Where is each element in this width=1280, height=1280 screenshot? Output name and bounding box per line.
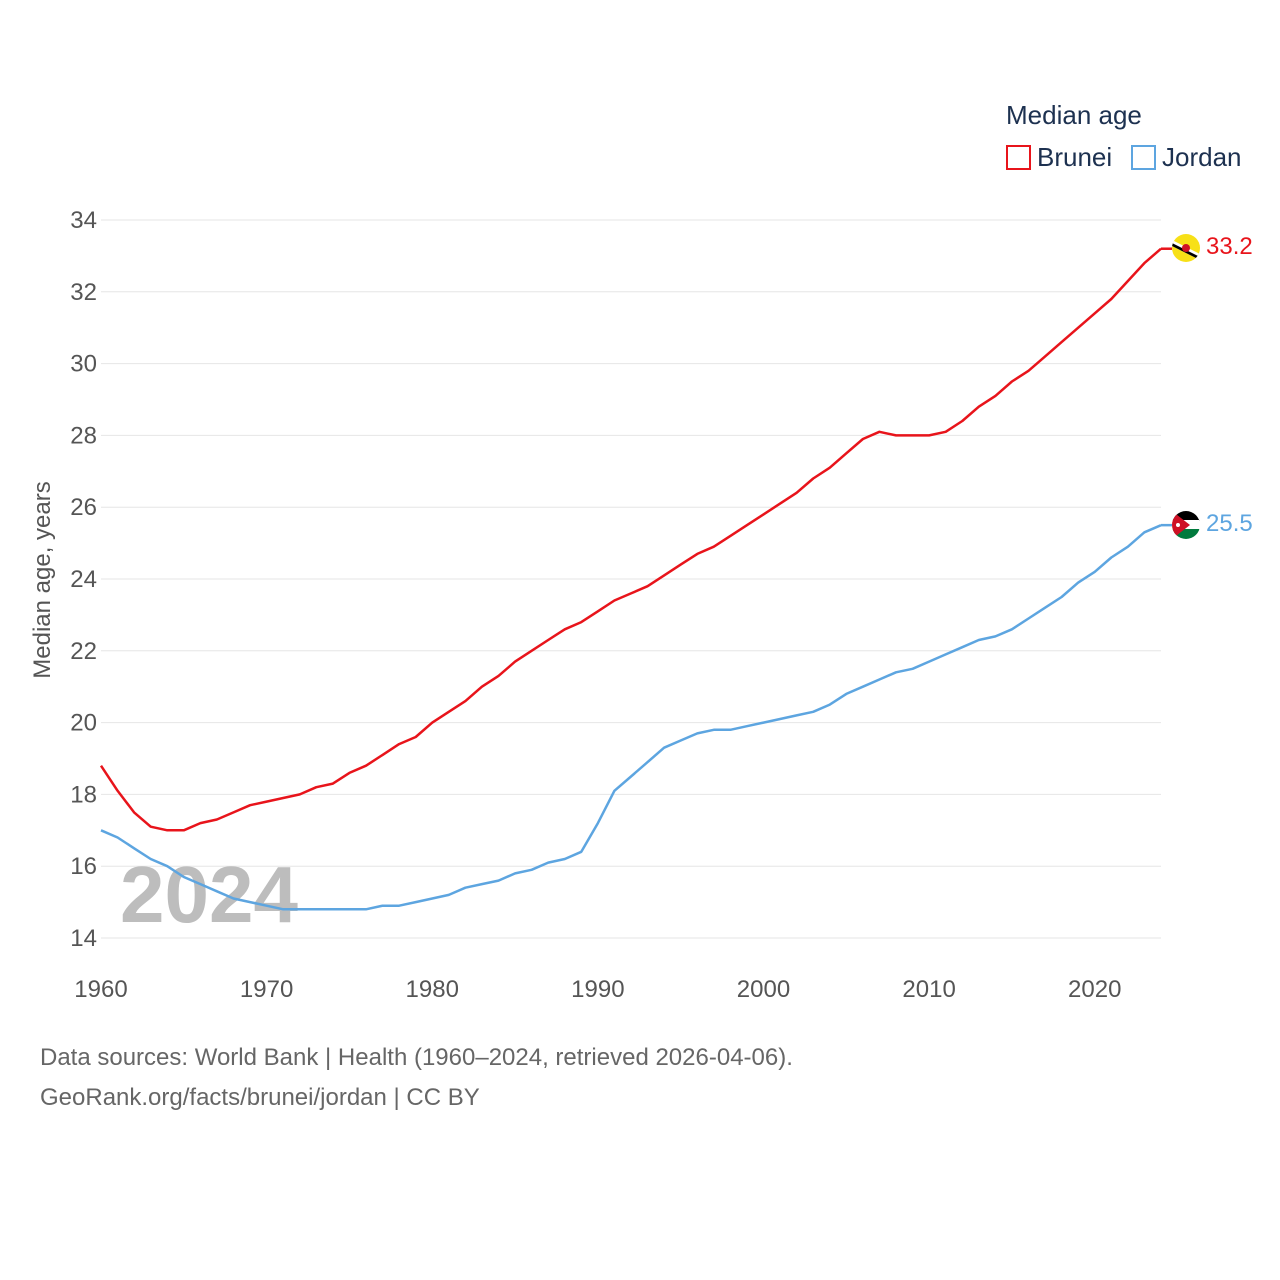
y-tick-label-28: 28 [70,422,97,449]
series-line-brunei [99,247,1162,832]
year-watermark: 2024 [120,850,298,939]
median-age-chart: 14 16 18 20 22 24 26 28 30 32 34 1960 1970 1980 1990 2… [29,100,1253,1003]
y-tick-label-18: 18 [70,781,97,808]
legend-label-brunei[interactable]: Brunei [1037,142,1112,172]
y-axis-label: Median age, years [29,481,56,678]
x-tick-label-2010: 2010 [902,976,955,1003]
x-tick-label-1990: 1990 [571,976,624,1003]
legend-swatch-jordan[interactable] [1131,145,1156,170]
y-tick-label-26: 26 [70,494,97,521]
x-tick-label-1960: 1960 [74,976,127,1003]
x-tick-label-1970: 1970 [240,976,293,1003]
brunei-end-value: 33.2 [1206,233,1253,260]
brunei-flag-icon [1172,234,1200,262]
y-tick-label-32: 32 [70,279,97,306]
legend-swatch-brunei[interactable] [1006,145,1031,170]
legend: Median age Brunei Jordan [1006,100,1242,172]
y-tick-label-14: 14 [70,925,97,952]
y-tick-label-30: 30 [70,351,97,378]
y-tick-label-24: 24 [70,566,97,593]
jordan-flag-icon [1172,511,1200,539]
y-tick-label-34: 34 [70,207,97,234]
y-tick-label-16: 16 [70,853,97,880]
x-tick-label-2020: 2020 [1068,976,1121,1003]
gridlines [101,219,1161,939]
x-axis-ticks: 1960 1970 1980 1990 2000 2010 2020 [74,976,1121,1003]
legend-title: Median age [1006,100,1142,130]
jordan-end-value: 25.5 [1206,510,1253,537]
y-axis-ticks: 14 16 18 20 22 24 26 28 30 32 34 [70,207,97,952]
x-tick-label-1980: 1980 [406,976,459,1003]
y-tick-label-20: 20 [70,710,97,737]
footer-sources: Data sources: World Bank | Health (1960–… [40,1044,793,1071]
x-tick-label-2000: 2000 [737,976,790,1003]
series-lines [99,247,1172,911]
series-line-jordan [100,524,1162,911]
legend-label-jordan[interactable]: Jordan [1162,142,1242,172]
footer-attribution: GeoRank.org/facts/brunei/jordan | CC BY [40,1084,480,1111]
y-tick-label-22: 22 [70,638,97,665]
